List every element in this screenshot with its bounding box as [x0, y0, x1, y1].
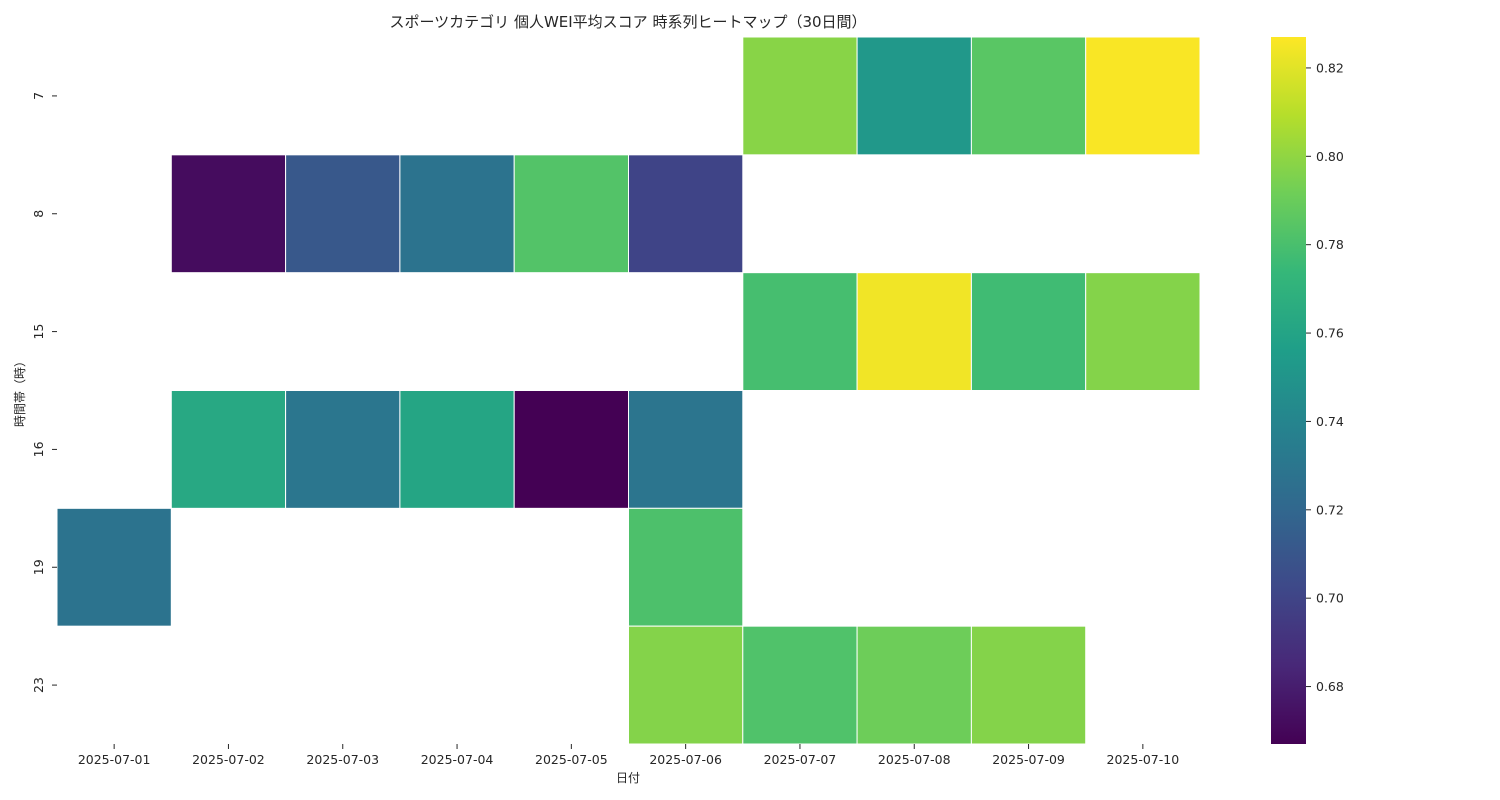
heatmap-cell — [285, 390, 401, 509]
colorbar-tick-label: 0.70 — [1316, 591, 1344, 606]
x-tick-label: 2025-07-01 — [78, 752, 151, 767]
colorbar-tick-label: 0.78 — [1316, 237, 1344, 252]
x-axis-ticks: 2025-07-01 2025-07-02 2025-07-03 2025-07-04… — [78, 744, 1179, 767]
heatmap-cell — [742, 625, 858, 745]
colorbar-tick-label: 0.80 — [1316, 149, 1344, 164]
x-tick-label: 2025-07-10 — [1107, 752, 1180, 767]
x-axis-label: 日付 — [616, 771, 640, 785]
heatmap-cell — [56, 507, 172, 627]
heatmap-cell — [1085, 272, 1201, 391]
colorbar-ticks: 0.68 0.70 0.72 0.74 0.76 0.78 0.80 0.82 — [1306, 60, 1344, 694]
heatmap-cell — [513, 154, 630, 274]
heatmap-cell — [970, 272, 1087, 391]
colorbar-tick-label: 0.72 — [1316, 502, 1344, 517]
colorbar-tick-label: 0.82 — [1316, 60, 1344, 75]
colorbar-tick-label: 0.74 — [1316, 414, 1344, 429]
heatmap-cell — [742, 36, 858, 156]
colorbar-tick-label: 0.68 — [1316, 679, 1344, 694]
heatmap-cell — [970, 625, 1087, 745]
x-tick-label: 2025-07-06 — [649, 752, 722, 767]
x-tick-label: 2025-07-09 — [992, 752, 1065, 767]
y-axis-label: 時間帯（時） — [13, 355, 27, 427]
heatmap-cells — [56, 36, 1201, 745]
heatmap-cell — [399, 154, 515, 274]
y-tick-label: 16 — [31, 441, 46, 457]
colorbar-gradient — [1271, 37, 1306, 744]
x-tick-label: 2025-07-02 — [192, 752, 265, 767]
chart-title: スポーツカテゴリ 個人WEI平均スコア 時系列ヒートマップ（30日間） — [389, 13, 866, 31]
colorbar-tick-label: 0.76 — [1316, 326, 1344, 341]
y-tick-label: 23 — [31, 677, 46, 693]
heatmap-cell — [628, 625, 744, 745]
x-tick-label: 2025-07-04 — [421, 752, 494, 767]
heatmap-cell — [1085, 36, 1201, 156]
heatmap-cell — [628, 390, 744, 509]
heatmap-cell — [513, 390, 630, 509]
heatmap-cell — [856, 36, 972, 156]
x-tick-label: 2025-07-03 — [306, 752, 379, 767]
heatmap-cell — [285, 154, 401, 274]
heatmap-cell — [170, 154, 287, 274]
y-tick-label: 19 — [31, 559, 46, 575]
x-tick-label: 2025-07-08 — [878, 752, 951, 767]
heatmap-cell — [628, 154, 744, 274]
heatmap-cell — [856, 272, 972, 391]
heatmap-cell — [742, 272, 858, 391]
heatmap-cell — [170, 390, 287, 509]
heatmap-cell — [399, 390, 515, 509]
colorbar: 0.68 0.70 0.72 0.74 0.76 0.78 0.80 0.82 — [1271, 37, 1344, 744]
heatmap-cell — [628, 507, 744, 627]
heatmap-cell — [856, 625, 972, 745]
heatmap-cell — [970, 36, 1087, 156]
y-axis-ticks: 7 8 15 16 19 23 — [31, 92, 57, 693]
y-tick-label: 15 — [31, 324, 46, 340]
x-tick-label: 2025-07-05 — [535, 752, 608, 767]
y-tick-label: 8 — [31, 210, 46, 218]
x-tick-label: 2025-07-07 — [764, 752, 837, 767]
y-tick-label: 7 — [31, 92, 46, 100]
